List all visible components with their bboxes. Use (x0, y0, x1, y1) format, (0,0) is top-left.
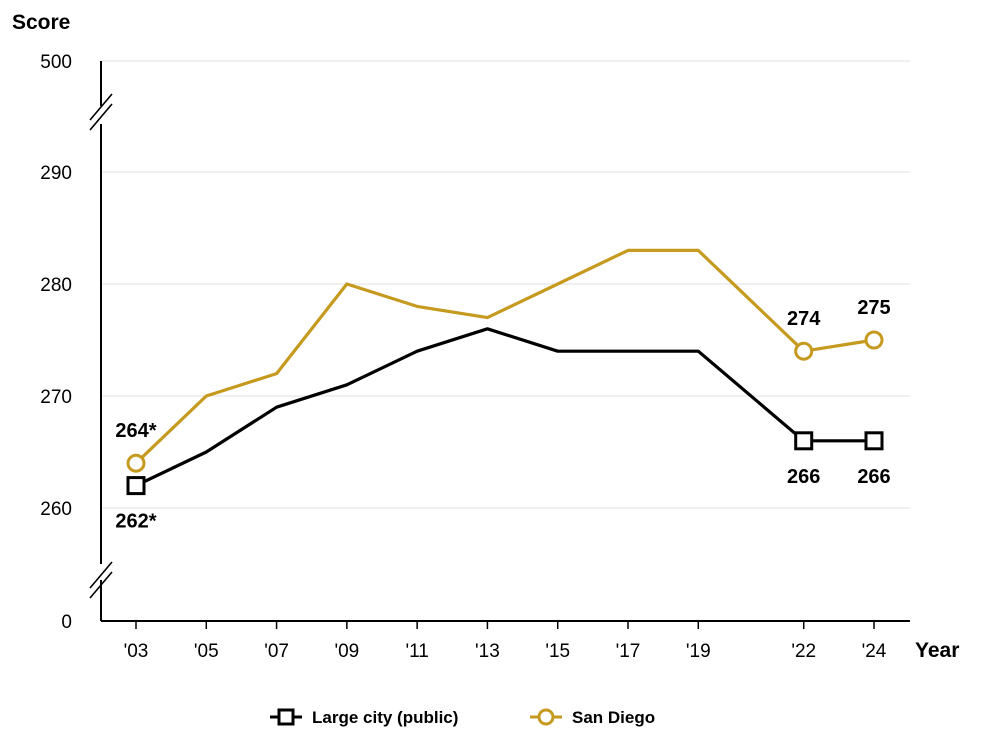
series-layer (126, 248, 884, 496)
axes (89, 61, 910, 629)
data-labels: 264* 274 275 262* 266 266 (115, 297, 890, 533)
data-label: 275 (857, 297, 890, 319)
x-tick-label: '22 (791, 641, 816, 662)
series-line-san-diego (134, 248, 875, 465)
legend-marker-circle (537, 708, 555, 726)
point-marker-square (864, 431, 884, 451)
data-label: 274 (787, 308, 821, 330)
x-tick-label: '07 (264, 641, 289, 662)
axis-break-mark (89, 561, 113, 589)
x-tick-label: '03 (124, 641, 149, 662)
x-tick-label: '13 (475, 641, 500, 662)
data-label: 266 (857, 466, 890, 488)
y-axis-title: Score (12, 11, 70, 34)
y-tick-label: 280 (40, 275, 72, 296)
point-marker-circle (126, 453, 146, 473)
legend-item-san-diego: San Diego (530, 708, 655, 727)
point-marker-circle (794, 341, 814, 361)
point-marker-square (126, 476, 146, 496)
y-tick-label: 260 (40, 499, 72, 520)
series-line-large-city (135, 327, 874, 488)
axis-break-mark (89, 103, 113, 131)
data-label: 262* (115, 511, 156, 533)
y-tick-label: 270 (40, 387, 72, 408)
x-tick-label: '09 (334, 641, 359, 662)
data-label: 264* (115, 420, 156, 442)
point-marker-square (794, 431, 814, 451)
grid-lines (101, 60, 910, 509)
x-axis-title: Year (915, 639, 959, 662)
legend-marker-square (277, 708, 295, 726)
x-tick-label: '24 (862, 641, 887, 662)
tick-labels: 0 260 270 280 290 500 '03 '05 '07 '09 '11 '13 '15 '17… (40, 52, 887, 662)
x-tick-label: '19 (686, 641, 711, 662)
y-tick-label: 500 (40, 52, 72, 73)
y-tick-label: 290 (40, 163, 72, 184)
legend: Large city (public) San Diego (270, 708, 655, 727)
x-tick-label: '15 (545, 641, 570, 662)
legend-label: Large city (public) (312, 708, 458, 727)
legend-label: San Diego (572, 708, 655, 727)
axis-break-mark (89, 571, 113, 599)
x-tick-label: '05 (194, 641, 219, 662)
x-tick-label: '11 (405, 641, 428, 662)
data-label: 266 (787, 466, 820, 488)
point-marker-circle (864, 330, 884, 350)
axis-break-mark (89, 93, 113, 121)
x-tick-label: '17 (616, 641, 641, 662)
y-tick-label: 0 (61, 612, 72, 633)
legend-item-large-city: Large city (public) (270, 708, 458, 727)
